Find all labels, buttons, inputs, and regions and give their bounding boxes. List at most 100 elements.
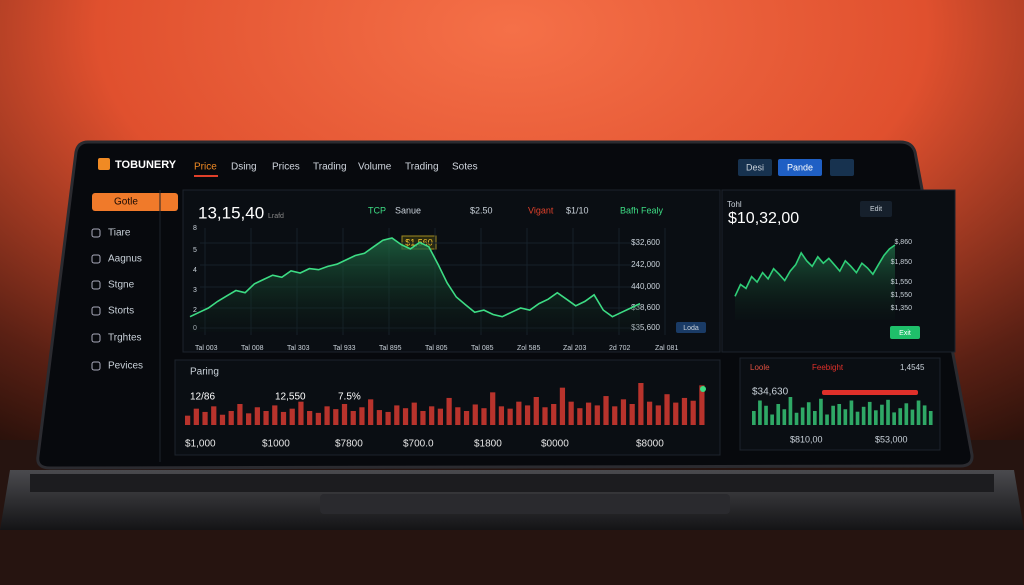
y-label: $1,550 [891, 279, 913, 286]
volume-bar [219, 414, 226, 425]
volume-bar [498, 406, 505, 425]
button-label[interactable]: Desi [746, 162, 764, 172]
volume-bar [193, 408, 199, 425]
mini-bar [837, 404, 842, 425]
volume-bar [524, 405, 531, 425]
y-label: $32,600 [631, 238, 660, 247]
icon [91, 361, 101, 371]
mini-bar [831, 405, 835, 425]
x-label: $53,000 [875, 434, 908, 444]
nav-item[interactable]: Price [194, 162, 217, 173]
volume-bar [280, 411, 287, 425]
control: Bafh Fealy [620, 205, 664, 215]
volume-bar [350, 411, 356, 425]
volume-bar [516, 401, 522, 425]
button[interactable] [778, 159, 822, 176]
nav-item[interactable]: Sotes [452, 162, 478, 173]
mini-bar [770, 414, 774, 425]
volume-panel [174, 359, 721, 456]
x-label: Tal 008 [241, 345, 264, 352]
sidebar-item[interactable]: Pevices [108, 361, 143, 372]
live-dot [700, 386, 706, 392]
volume-bar [402, 408, 409, 425]
x-label: Zal 081 [655, 345, 678, 352]
volume-bar [298, 401, 304, 425]
x-label: Tal 933 [333, 345, 356, 352]
x-label: $8000 [636, 439, 664, 450]
nav-item[interactable]: Prices [272, 162, 300, 173]
x-label: Tal 895 [379, 345, 402, 352]
badge[interactable] [890, 326, 920, 339]
button-label[interactable]: Pande [787, 162, 813, 172]
control: Sanue [395, 205, 421, 215]
price: $34,630 [752, 387, 789, 398]
mini-bar [880, 404, 884, 425]
volume-bar [333, 409, 339, 425]
volume-bar [315, 412, 321, 425]
button[interactable] [860, 201, 892, 217]
y-label: $,860 [894, 239, 912, 246]
icon-button[interactable] [830, 159, 854, 176]
mini-bar [752, 411, 756, 425]
sidebar-item[interactable]: Stgne [108, 280, 135, 291]
mini-bar [910, 409, 915, 425]
y-label: 8 [193, 225, 197, 232]
panel-label: Tohl [727, 200, 742, 209]
panel-label: Feebight [812, 363, 844, 372]
sidebar-item[interactable]: Aagnus [108, 254, 142, 265]
control: $1/10 [566, 205, 589, 215]
x-label: Tal 303 [287, 345, 310, 352]
volume-bar [481, 408, 487, 425]
sidebar-item[interactable]: Tiare [108, 228, 131, 239]
x-label: Zal 203 [563, 345, 586, 352]
icon [91, 306, 101, 316]
volume-bar [368, 399, 374, 425]
volume-bar [420, 411, 426, 425]
mini-bar [928, 411, 933, 425]
nav-item[interactable]: Dsing [231, 162, 257, 173]
x-label: 2d 702 [609, 345, 631, 352]
y-label: 3 [193, 287, 197, 294]
volume-bar [455, 407, 461, 425]
mini-bar [922, 405, 927, 425]
button[interactable] [738, 159, 772, 176]
volume-bar [577, 408, 583, 425]
brand: TOBUNERY [115, 159, 177, 171]
y-label: 2 [193, 307, 197, 314]
volume-bar [446, 397, 452, 425]
x-label: Tal 003 [195, 345, 218, 352]
nav-item[interactable]: Trading [405, 162, 439, 173]
mini-bar [813, 411, 817, 425]
icon [91, 333, 101, 343]
volume-bar [376, 410, 382, 425]
volume-bar [612, 406, 618, 425]
mini-bar [904, 403, 909, 425]
panel-title: Paring [190, 367, 219, 378]
y-label: $1,550 [891, 292, 913, 299]
nav-item[interactable]: Trading [313, 162, 347, 173]
sidebar-item[interactable]: Gotle [114, 197, 138, 208]
volume-bar [542, 407, 548, 425]
price: $10,32,00 [728, 210, 799, 227]
nav-item[interactable]: Volume [358, 162, 392, 173]
sidebar-item[interactable]: Storts [108, 306, 134, 317]
x-label: Tal 805 [425, 345, 448, 352]
sidebar-active[interactable] [92, 193, 178, 211]
volume-bar [263, 411, 269, 425]
volume-bar [385, 411, 391, 425]
x-label: $1,000 [185, 439, 216, 450]
x-label: $7800 [335, 439, 363, 450]
mini-bar [825, 414, 829, 425]
x-label: $700.0 [403, 439, 434, 450]
stat: 7.5% [338, 392, 361, 403]
badge-label[interactable]: Exit [899, 330, 911, 337]
sidebar-item[interactable]: Trghtes [108, 333, 142, 344]
icon [91, 254, 101, 264]
control: $2.50 [470, 205, 493, 215]
volume-bar [237, 404, 243, 425]
right-line [734, 244, 896, 297]
button-label[interactable]: Edit [870, 206, 882, 213]
keyboard [30, 474, 994, 492]
volume-bar [324, 406, 330, 425]
mini-bar [892, 412, 896, 425]
